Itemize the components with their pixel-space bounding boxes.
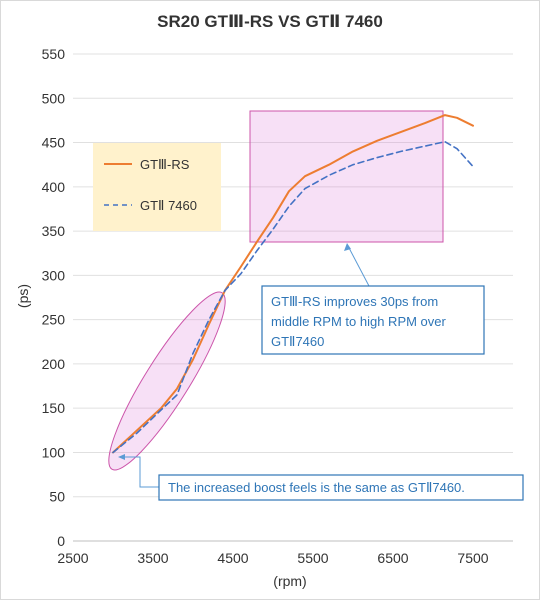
low-rpm-highlight-ellipse	[108, 291, 226, 471]
callout-1-arrowhead	[344, 243, 351, 251]
y-tick-label: 0	[57, 533, 65, 549]
y-tick-label: 350	[42, 223, 66, 239]
callout-1-leader	[347, 245, 370, 287]
series-layer	[112, 114, 474, 454]
legend-box	[93, 143, 221, 231]
legend-label-gt2: GTⅡ 7460	[140, 198, 197, 213]
y-axis-label: (ps)	[15, 284, 31, 308]
y-tick-label: 100	[42, 444, 66, 460]
series-line-gt3rs	[112, 114, 474, 454]
callout-2-box	[158, 474, 524, 501]
callout-2-arrowhead	[118, 454, 125, 460]
chart-title: SR20 GTⅢ-RS VS GTⅡ 7460	[157, 12, 383, 31]
y-tick-label: 450	[42, 135, 66, 151]
x-tick-label: 3500	[137, 550, 168, 566]
callout-1-line-1: GTⅢ-RS improves 30ps from	[271, 294, 438, 309]
y-tick-label: 150	[42, 400, 66, 416]
y-tick-label: 300	[42, 267, 66, 283]
series-line-gt2-7460	[112, 140, 474, 454]
y-tick-label: 400	[42, 179, 66, 195]
x-tick-label: 7500	[457, 550, 488, 566]
y-tick-label: 200	[42, 356, 66, 372]
x-tick-labels: 2500 3500 4500 5500 6500 7500	[57, 550, 488, 566]
callout-1-line-3: GTⅡ7460	[271, 334, 324, 349]
callout-1-line-2: middle RPM to high RPM over	[271, 314, 447, 329]
x-tick-label: 2500	[57, 550, 88, 566]
x-axis-label: (rpm)	[273, 573, 306, 589]
x-tick-label: 6500	[377, 550, 408, 566]
x-tick-label: 5500	[297, 550, 328, 566]
y-tick-labels: 0 50 100 150 200 250 300 350 400 450 500 550	[42, 46, 66, 549]
y-tick-label: 50	[49, 489, 65, 505]
legend-label-gt3rs: GTⅢ-RS	[140, 157, 190, 172]
y-tick-label: 250	[42, 312, 66, 328]
y-tick-label: 500	[42, 90, 66, 106]
callout-2-leader	[122, 456, 159, 488]
x-tick-label: 4500	[217, 550, 248, 566]
y-tick-label: 550	[42, 46, 66, 62]
mid-high-rpm-highlight-box	[249, 110, 444, 243]
callout-2-text: The increased boost feels is the same as…	[168, 480, 465, 495]
callout-1-box	[261, 285, 485, 355]
